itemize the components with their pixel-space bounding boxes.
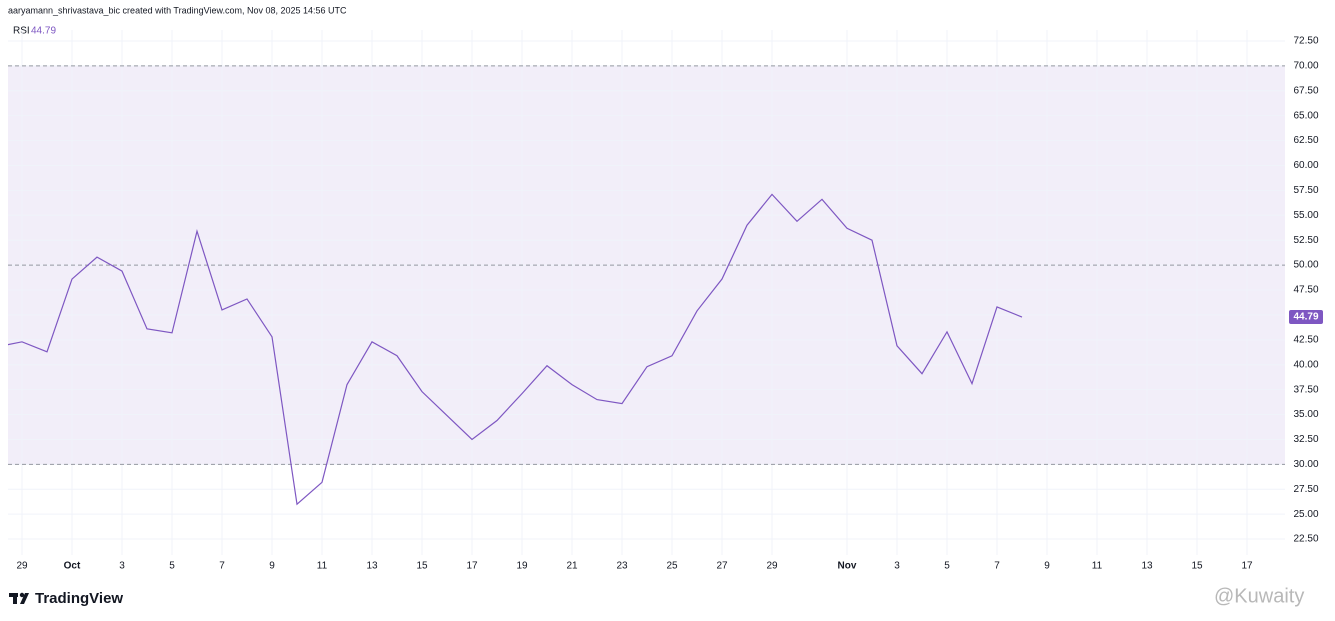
x-tick-label: 3: [119, 561, 125, 572]
y-tick-label: 55.00: [1293, 210, 1318, 221]
x-tick-label: 3: [894, 561, 900, 572]
y-tick-label: 25.00: [1293, 509, 1318, 520]
y-tick-label: 65.00: [1293, 110, 1318, 121]
legend-name: RSI: [13, 26, 30, 37]
y-tick-label: 67.50: [1293, 85, 1318, 96]
x-tick-label: 25: [666, 561, 678, 572]
x-tick-label: 7: [219, 561, 225, 572]
logo: TradingView: [35, 590, 123, 607]
y-tick-label: 35.00: [1293, 409, 1318, 420]
last-value-label: 44.79: [1293, 312, 1318, 323]
y-tick-label: 52.50: [1293, 235, 1318, 246]
x-tick-label: 13: [1141, 561, 1153, 572]
legend-value: 44.79: [31, 26, 56, 37]
last-value-box: [1289, 310, 1323, 325]
x-tick-label: 17: [1241, 561, 1253, 572]
y-tick-label: 37.50: [1293, 384, 1318, 395]
y-tick-label: 30.00: [1293, 459, 1318, 470]
x-tick-label: Nov: [838, 561, 857, 572]
x-tick-label: 15: [416, 561, 428, 572]
x-tick-label: 21: [566, 561, 578, 572]
x-tick-label: 17: [466, 561, 478, 572]
y-tick-label: 50.00: [1293, 260, 1318, 271]
y-tick-label: 62.50: [1293, 135, 1318, 146]
x-tick-label: 9: [1044, 561, 1050, 572]
x-tick-label: 11: [317, 561, 328, 572]
header: aaryamann_shrivastava_bic created with T…: [8, 5, 347, 15]
y-tick-label: 47.50: [1293, 285, 1318, 296]
x-tick-label: 7: [994, 561, 1000, 572]
x-tick-label: 19: [516, 561, 528, 572]
x-tick-label: 5: [944, 561, 950, 572]
x-tick-label: 29: [16, 561, 28, 572]
x-tick-label: 5: [169, 561, 175, 572]
watermark: @Kuwaity: [1214, 585, 1304, 607]
logo-icon: [9, 592, 29, 604]
plot-area: [8, 30, 1285, 555]
y-tick-label: 57.50: [1293, 185, 1318, 196]
x-tick-label: 27: [716, 561, 728, 572]
x-tick-label: Oct: [64, 561, 81, 572]
x-tick-label: 29: [766, 561, 778, 572]
x-tick-label: 13: [366, 561, 378, 572]
rsi-line: [8, 193, 1023, 506]
x-tick-label: 11: [1092, 561, 1103, 572]
x-tick-label: 23: [616, 561, 628, 572]
y-tick-label: 72.50: [1293, 36, 1318, 47]
x-tick-label: 9: [269, 561, 275, 572]
y-tick-label: 70.00: [1293, 61, 1318, 72]
y-tick-label: 22.50: [1293, 534, 1318, 545]
y-tick-label: 32.50: [1293, 434, 1318, 445]
y-tick-label: 27.50: [1293, 484, 1318, 495]
x-tick-label: 15: [1191, 561, 1203, 572]
y-tick-label: 42.50: [1293, 334, 1318, 345]
y-tick-label: 40.00: [1293, 359, 1318, 370]
y-tick-label: 60.00: [1293, 160, 1318, 171]
